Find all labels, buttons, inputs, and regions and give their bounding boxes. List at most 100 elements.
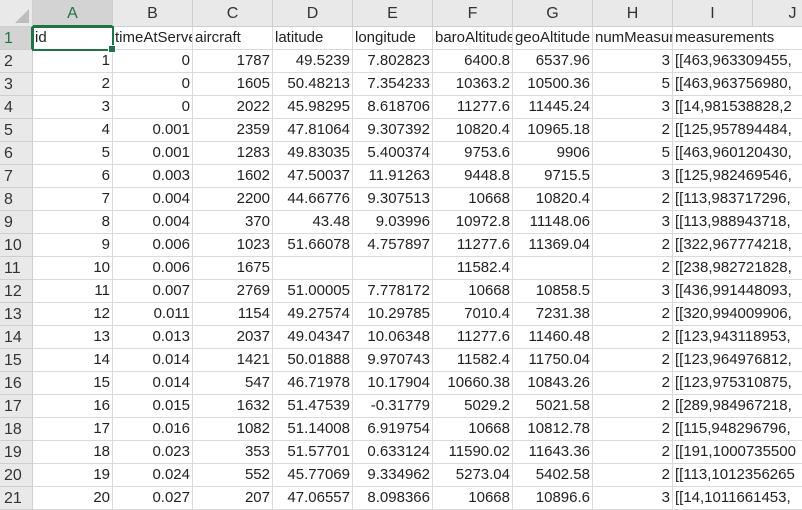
data-cell[interactable]: 9.307513 bbox=[353, 188, 433, 211]
measurements-cell[interactable]: [[123,964976812, bbox=[673, 349, 792, 372]
data-cell[interactable]: 2359 bbox=[193, 119, 273, 142]
column-header-C[interactable]: C bbox=[193, 0, 273, 27]
data-cell[interactable]: 44.66776 bbox=[273, 188, 353, 211]
row-header-17[interactable]: 17 bbox=[0, 395, 33, 418]
header-cell-id[interactable]: id bbox=[33, 27, 113, 50]
measurements-cell[interactable]: [[322,967774218, bbox=[673, 234, 792, 257]
data-cell[interactable]: 51.14008 bbox=[273, 418, 353, 441]
cell-J[interactable] bbox=[753, 372, 802, 395]
data-cell[interactable]: 0.023 bbox=[113, 441, 193, 464]
data-cell[interactable]: 51.47539 bbox=[273, 395, 353, 418]
data-cell[interactable]: 10668 bbox=[433, 418, 513, 441]
row-header-1[interactable]: 1 bbox=[0, 27, 33, 50]
cell-J[interactable] bbox=[753, 418, 802, 441]
data-cell[interactable]: 0.001 bbox=[113, 142, 193, 165]
data-cell[interactable]: 1675 bbox=[193, 257, 273, 280]
header-cell-numMeasurements[interactable]: numMeasurements bbox=[593, 27, 673, 50]
measurements-cell[interactable]: [[125,982469546, bbox=[673, 165, 792, 188]
data-cell[interactable]: 0.006 bbox=[113, 234, 193, 257]
data-cell[interactable]: 2 bbox=[593, 441, 673, 464]
data-cell[interactable]: 13 bbox=[33, 326, 113, 349]
cell-J[interactable] bbox=[753, 165, 802, 188]
data-cell[interactable]: 0.014 bbox=[113, 372, 193, 395]
cell-J[interactable] bbox=[753, 349, 802, 372]
header-cell-aircraft[interactable]: aircraft bbox=[193, 27, 273, 50]
row-header-4[interactable]: 4 bbox=[0, 96, 33, 119]
cell-J[interactable] bbox=[753, 50, 802, 73]
data-cell[interactable]: 10820.4 bbox=[433, 119, 513, 142]
data-cell[interactable]: 2 bbox=[593, 303, 673, 326]
data-cell[interactable]: 5402.58 bbox=[513, 464, 593, 487]
measurements-cell[interactable]: [[238,982721828, bbox=[673, 257, 792, 280]
header-cell-timeAtServer[interactable]: timeAtServer bbox=[113, 27, 193, 50]
row-header-8[interactable]: 8 bbox=[0, 188, 33, 211]
data-cell[interactable]: 7.802823 bbox=[353, 50, 433, 73]
cell-J[interactable] bbox=[753, 441, 802, 464]
measurements-cell[interactable]: [[113,988943718, bbox=[673, 211, 791, 234]
data-cell[interactable]: 51.57701 bbox=[273, 441, 353, 464]
column-header-J[interactable]: J bbox=[753, 0, 802, 27]
data-cell[interactable]: 2 bbox=[593, 257, 673, 280]
data-cell[interactable]: 0.013 bbox=[113, 326, 193, 349]
data-cell[interactable]: 11 bbox=[33, 280, 113, 303]
data-cell[interactable]: 11590.02 bbox=[433, 441, 513, 464]
data-cell[interactable]: 8 bbox=[33, 211, 113, 234]
data-cell[interactable]: 10 bbox=[33, 257, 113, 280]
data-cell[interactable]: 5.400374 bbox=[353, 142, 433, 165]
column-header-B[interactable]: B bbox=[113, 0, 193, 27]
cell-J1[interactable] bbox=[753, 27, 802, 50]
data-cell[interactable]: 7231.38 bbox=[513, 303, 593, 326]
data-cell[interactable]: 10660.38 bbox=[433, 372, 513, 395]
cell-J[interactable] bbox=[753, 257, 802, 280]
data-cell[interactable]: 1 bbox=[33, 50, 113, 73]
data-cell[interactable]: 2 bbox=[593, 418, 673, 441]
measurements-cell[interactable]: [[191,1000735500 bbox=[673, 441, 796, 464]
data-cell[interactable]: 1023 bbox=[193, 234, 273, 257]
data-cell[interactable]: 10965.18 bbox=[513, 119, 593, 142]
data-cell[interactable]: 46.71978 bbox=[273, 372, 353, 395]
data-cell[interactable]: 3 bbox=[593, 96, 673, 119]
column-header-F[interactable]: F bbox=[433, 0, 513, 27]
data-cell[interactable]: 11148.06 bbox=[513, 211, 593, 234]
select-all-button[interactable] bbox=[0, 0, 33, 27]
row-header-2[interactable]: 2 bbox=[0, 50, 33, 73]
data-cell[interactable]: 9906 bbox=[513, 142, 593, 165]
data-cell[interactable]: 11277.6 bbox=[433, 326, 513, 349]
data-cell[interactable]: 11277.6 bbox=[433, 96, 513, 119]
data-cell[interactable]: 6400.8 bbox=[433, 50, 513, 73]
data-cell[interactable]: 552 bbox=[193, 464, 273, 487]
header-cell-geoAltitude[interactable]: geoAltitude bbox=[513, 27, 593, 50]
data-cell[interactable]: 10972.8 bbox=[433, 211, 513, 234]
data-cell[interactable]: 9448.8 bbox=[433, 165, 513, 188]
data-cell[interactable]: 1082 bbox=[193, 418, 273, 441]
data-cell[interactable]: 0 bbox=[113, 96, 193, 119]
measurements-cell[interactable]: [[289,984967218, bbox=[673, 395, 792, 418]
data-cell[interactable]: 8.618706 bbox=[353, 96, 433, 119]
data-cell[interactable]: 547 bbox=[193, 372, 273, 395]
cell-J[interactable] bbox=[753, 73, 802, 96]
data-cell[interactable]: 11.91263 bbox=[353, 165, 433, 188]
data-cell[interactable]: 1787 bbox=[193, 50, 273, 73]
data-cell[interactable]: 14 bbox=[33, 349, 113, 372]
measurements-cell[interactable]: [[113,1012356265 bbox=[673, 464, 795, 487]
data-cell[interactable]: 5 bbox=[593, 142, 673, 165]
data-cell[interactable]: 1421 bbox=[193, 349, 273, 372]
data-cell[interactable]: 16 bbox=[33, 395, 113, 418]
data-cell[interactable]: 0 bbox=[113, 50, 193, 73]
data-cell[interactable]: 7010.4 bbox=[433, 303, 513, 326]
measurements-cell[interactable]: [[320,994009906, bbox=[673, 303, 792, 326]
data-cell[interactable]: 0.003 bbox=[113, 165, 193, 188]
data-cell[interactable]: 3 bbox=[593, 280, 673, 303]
data-cell[interactable]: 11277.6 bbox=[433, 234, 513, 257]
data-cell[interactable]: 4 bbox=[33, 119, 113, 142]
cell-J[interactable] bbox=[753, 280, 802, 303]
header-cell-measurements[interactable]: measurements bbox=[673, 27, 774, 50]
data-cell[interactable]: 9753.6 bbox=[433, 142, 513, 165]
row-header-11[interactable]: 11 bbox=[0, 257, 33, 280]
data-cell[interactable]: 1605 bbox=[193, 73, 273, 96]
measurements-cell[interactable]: [[463,960120430, bbox=[673, 142, 792, 165]
header-cell-latitude[interactable]: latitude bbox=[273, 27, 353, 50]
data-cell[interactable]: 11445.24 bbox=[513, 96, 593, 119]
data-cell[interactable]: 0.004 bbox=[113, 211, 193, 234]
data-cell[interactable]: 10820.4 bbox=[513, 188, 593, 211]
